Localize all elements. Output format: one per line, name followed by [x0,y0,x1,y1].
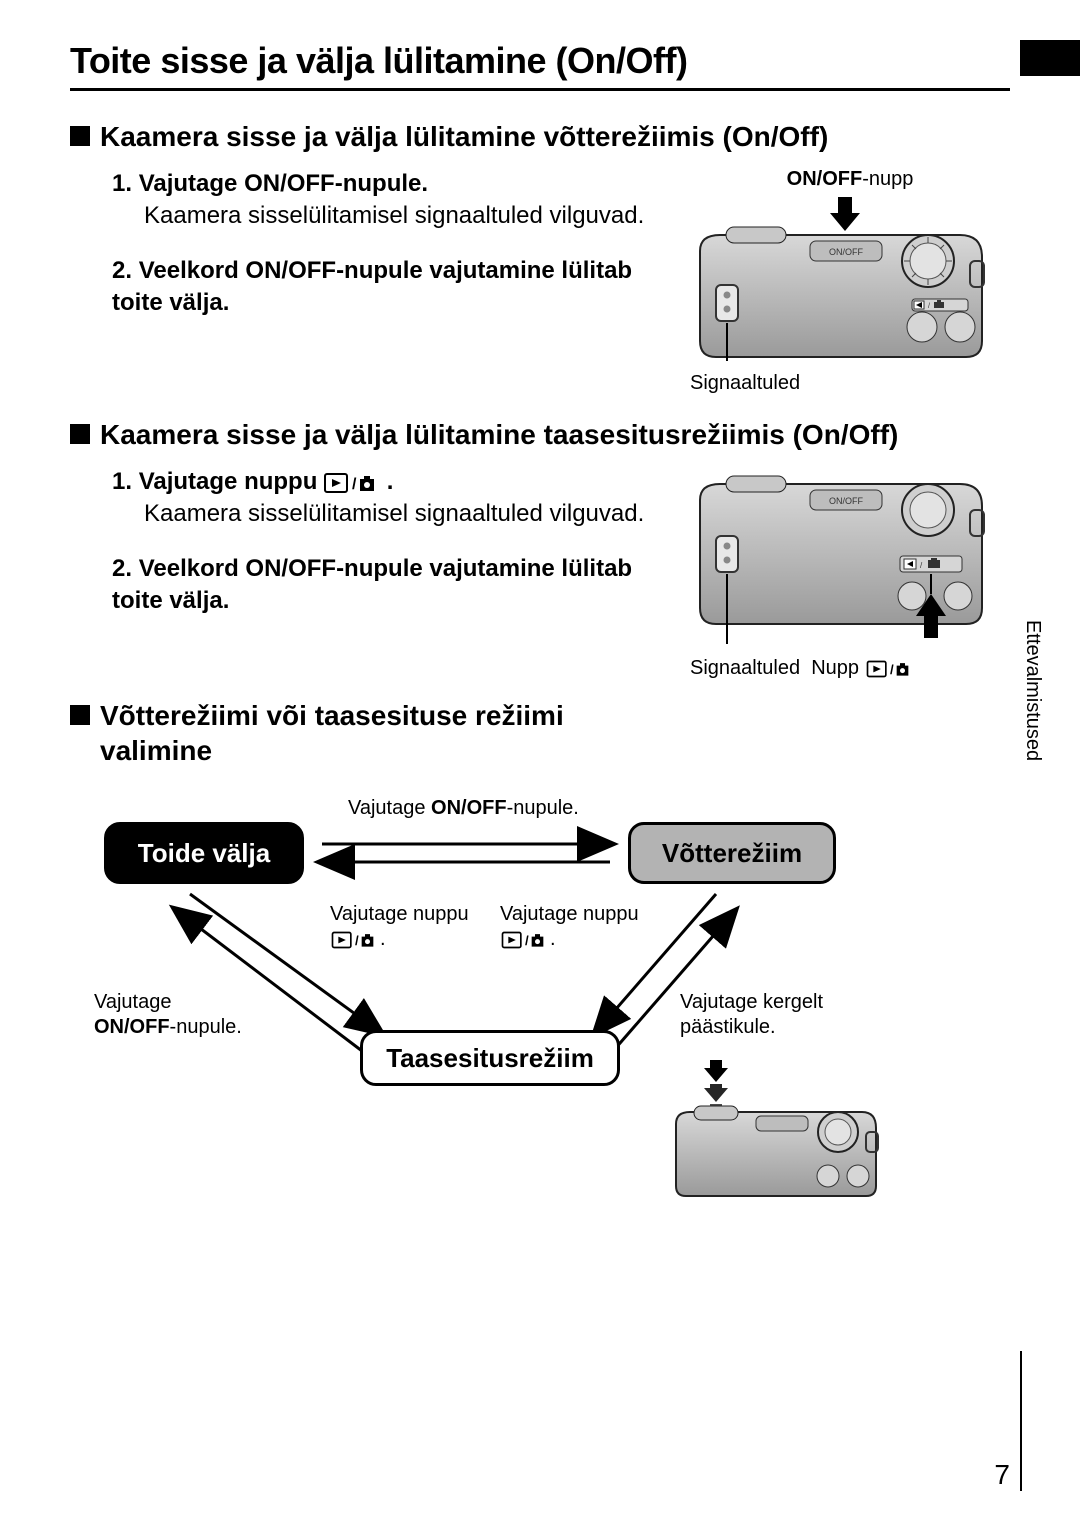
svg-text:/: / [890,662,894,677]
camera-illustration-2: ON/OFF / [690,466,990,646]
section2-title: Kaamera sisse ja välja lülitamine taases… [70,417,1010,452]
step-bold: Vajutage nuppu / . [139,468,394,495]
diagram-label-top: Vajutage ON/OFF-nupule. [348,796,579,821]
step-bold: Veelkord ON/OFF-nupule vajutamine lülita… [112,555,632,614]
caption-a: Signaaltuled [690,657,800,679]
side-black-tab [1020,40,1080,76]
step-number: 1. [112,468,132,495]
side-tab-label: Ettevalmistused [1021,620,1044,761]
page-divider-line [1020,1351,1022,1491]
svg-text:ON/OFF: ON/OFF [829,247,863,257]
diagram-label-mid-left: Vajutage nuppu / . [330,902,469,952]
bullet-square-icon [70,424,90,444]
step-number: 1. [112,170,132,197]
diagram-label-bottom-right: Vajutage kergeltpäästikule. [680,990,823,1040]
section2-step2: 2. Veelkord ON/OFF-nupule vajutamine lül… [112,553,670,618]
node-playback-mode: Taasesitusrežiim [360,1030,620,1086]
svg-text:/: / [355,933,359,948]
mode-diagram: Toide välja Võtterežiim Taasesitusrežiim… [80,794,900,1214]
node-power-off: Toide välja [104,822,304,884]
svg-text:/: / [352,476,357,493]
section2-step1: 1. Vajutage nuppu / . Kaamera sisselülit… [112,466,670,531]
bullet-square-icon [70,126,90,146]
section2-title-text: Kaamera sisse ja välja lülitamine taases… [100,417,898,452]
play-camera-icon: / [865,659,915,679]
label-bold: ON/OFF [787,168,863,190]
play-camera-icon: / [324,471,380,495]
img1-label: ON/OFF-nupp [690,168,1010,191]
play-camera-icon: / [500,930,550,950]
step-number: 2. [112,555,132,582]
label-rest: -nupp [862,168,913,190]
main-title: Toite sisse ja välja lülitamine (On/Off) [70,40,1010,91]
bullet-square-icon [70,705,90,725]
img2-caption: Signaaltuled Nupp / [690,657,1010,680]
caption-b: Nupp [811,657,864,679]
section3-title: Võtterežiimi või taasesituse režiimi val… [70,698,610,768]
section1-title-text: Kaamera sisse ja välja lülitamine võtter… [100,119,828,154]
step-body: Kaamera sisselülitamisel signaaltuled vi… [144,200,670,232]
img1-caption: Signaaltuled [690,372,1010,395]
section3-title-text: Võtterežiimi või taasesituse režiimi val… [100,698,610,768]
page-number: 7 [994,1459,1010,1491]
page-content: Toite sisse ja välja lülitamine (On/Off)… [70,40,1010,1214]
diagram-label-bottom-left: VajutageON/OFF-nupule. [94,990,242,1040]
svg-text:/: / [928,303,930,310]
play-camera-icon: / [330,930,380,950]
step-bold: Vajutage ON/OFF-nupule. [139,170,428,197]
diagram-label-mid-right: Vajutage nuppu / . [500,902,639,952]
step-number: 2. [112,257,132,284]
section1-title: Kaamera sisse ja välja lülitamine võtter… [70,119,1010,154]
svg-text:ON/OFF: ON/OFF [829,496,863,506]
section1-step2: 2. Veelkord ON/OFF-nupule vajutamine lül… [112,255,670,320]
step-bold: Veelkord ON/OFF-nupule vajutamine lülita… [112,257,632,316]
section1-step1: 1. Vajutage ON/OFF-nupule. Kaamera sisse… [112,168,670,233]
camera-illustration-1: ON/OFF [690,191,990,361]
svg-text:/: / [525,933,529,948]
camera-illustration-3 [670,1058,880,1198]
node-shoot-mode: Võtterežiim [628,822,836,884]
step-body: Kaamera sisselülitamisel signaaltuled vi… [144,498,670,530]
